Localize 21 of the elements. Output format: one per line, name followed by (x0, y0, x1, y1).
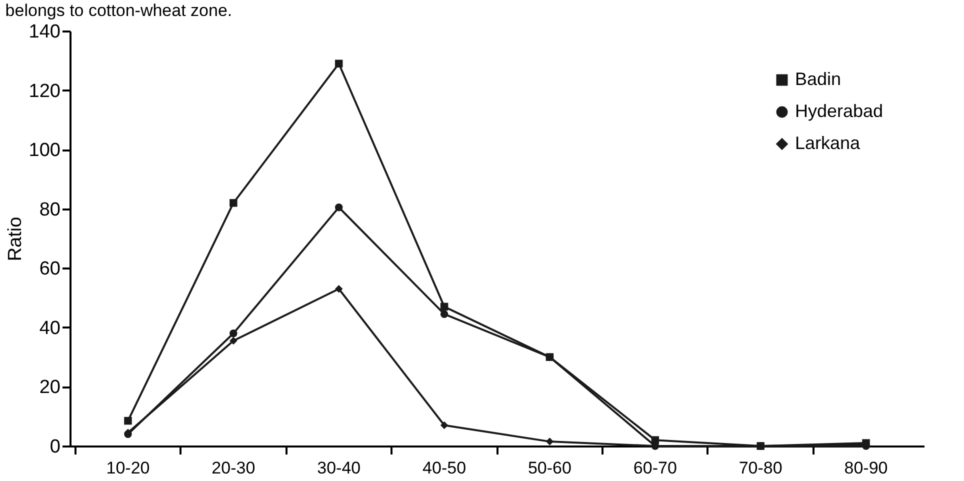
text: belongs to cotton-wheat zone. (5, 1, 232, 20)
x-tick-label: 30-40 (317, 458, 361, 478)
x-tick-label: 10-20 (106, 458, 150, 478)
x-tick-label: 70-80 (738, 458, 782, 478)
y-tick-label: 140 (28, 22, 60, 42)
x-tick-label: 60-70 (633, 458, 677, 478)
x-tick-label: 40-50 (422, 458, 466, 478)
y-tick-label: 40 (39, 318, 60, 339)
x-tick-label: 50-60 (528, 458, 572, 478)
x-tick-label: 20-30 (212, 458, 256, 478)
y-tick-label: 80 (39, 199, 60, 220)
legend-label: Larkana (795, 133, 862, 153)
y-axis-title: Ratio (4, 216, 26, 262)
y-tick-label: 120 (28, 80, 60, 102)
y-tick-label: 0 (50, 436, 60, 458)
y-tick-label: 100 (28, 140, 60, 162)
legend-label: Hyderabad (795, 101, 884, 121)
x-tick-label: 80-90 (844, 458, 888, 478)
y-tick-label: 20 (39, 377, 60, 398)
y-tick-label: 60 (39, 258, 60, 280)
legend-label: Badin (795, 69, 842, 89)
